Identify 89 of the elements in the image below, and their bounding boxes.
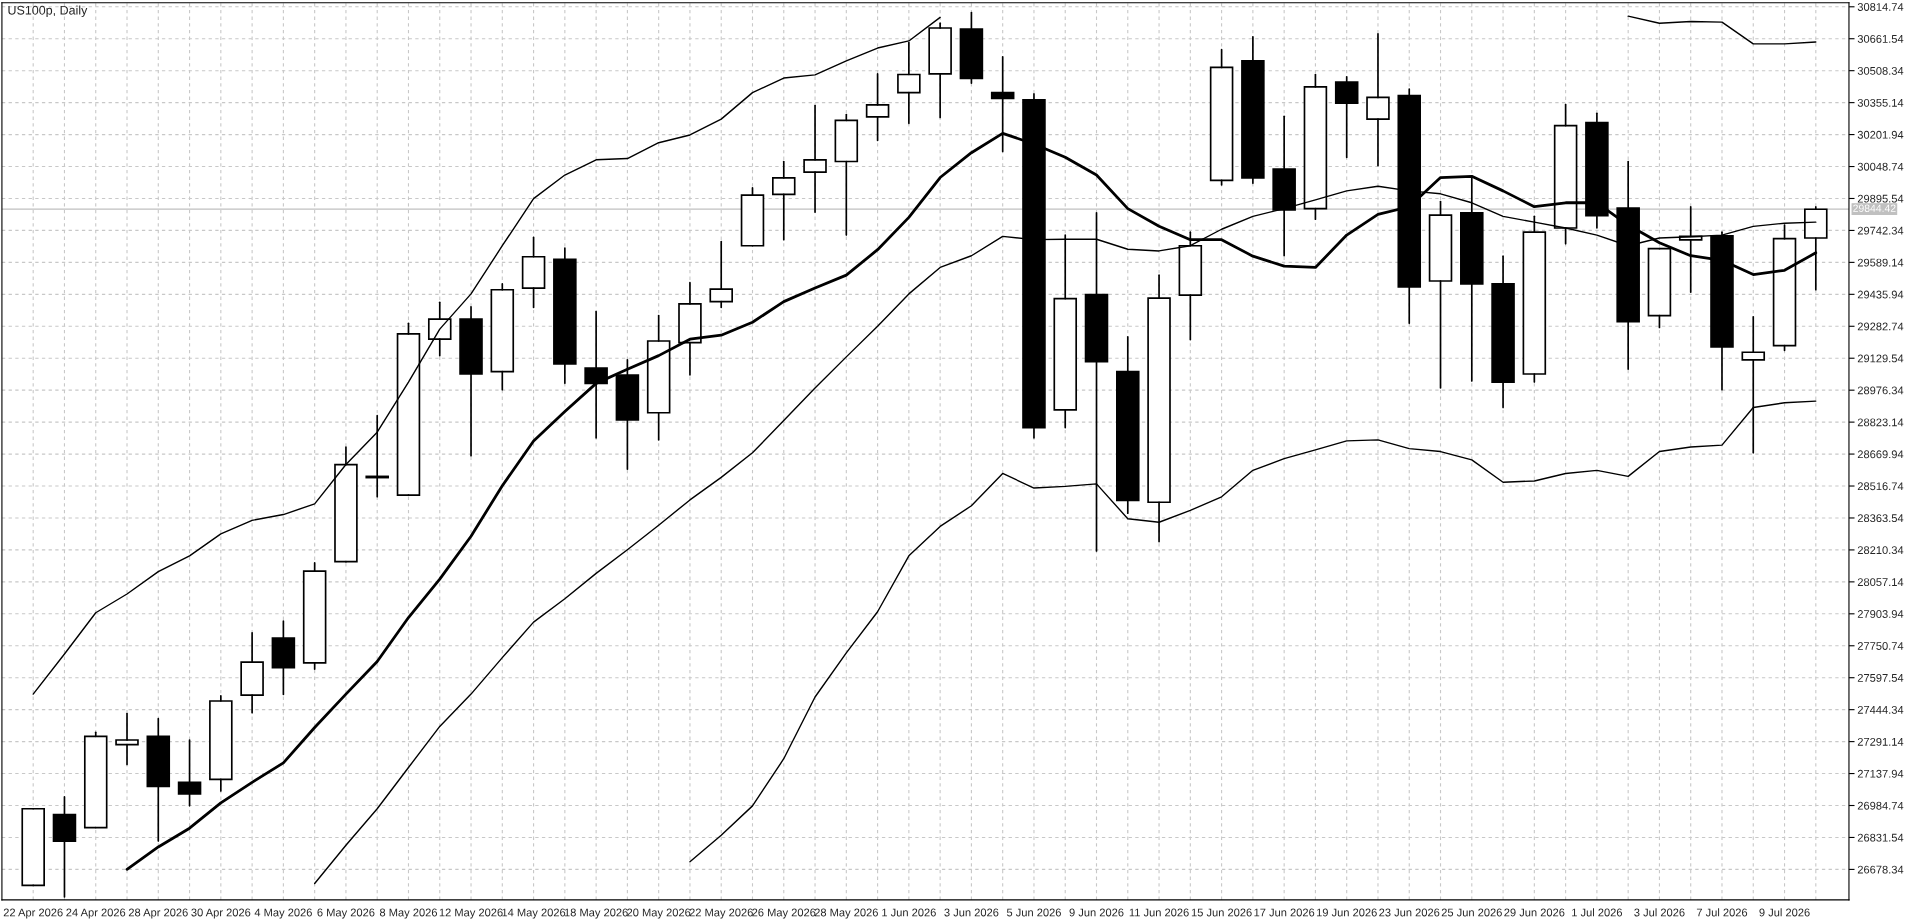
x-tick-label: 19 Jun 2026 xyxy=(1316,908,1377,917)
x-tick-label: 3 Jun 2026 xyxy=(944,908,999,917)
x-tick-label: 9 Jun 2026 xyxy=(1069,908,1124,917)
candlestick xyxy=(1116,336,1140,515)
y-tick-label: 28057.14 xyxy=(1857,578,1904,586)
candlestick xyxy=(1178,231,1203,341)
x-tick-label: 29 Jun 2026 xyxy=(1504,908,1565,917)
candlestick xyxy=(803,104,827,213)
candlestick xyxy=(928,22,952,119)
x-tick-label: 24 Apr 2026 xyxy=(66,908,126,919)
candlestick xyxy=(865,73,890,142)
y-tick-label: 27137.94 xyxy=(1857,769,1904,778)
candlestick xyxy=(897,41,921,125)
x-tick-label: 30 Apr 2026 xyxy=(191,908,251,919)
y-tick-label: 28976.34 xyxy=(1857,386,1904,395)
candlestick xyxy=(490,283,515,391)
y-tick-label: 28516.74 xyxy=(1857,482,1904,491)
candlestick xyxy=(146,717,171,842)
x-tick-label: 12 May 2026 xyxy=(439,908,503,919)
x-tick-label: 20 May 2026 xyxy=(627,908,691,919)
candlestick xyxy=(1710,231,1734,391)
x-tick-label: 6 May 2026 xyxy=(317,908,375,919)
x-tick-label: 1 Jul 2026 xyxy=(1572,908,1623,917)
candlestick xyxy=(209,694,233,792)
y-tick-label: 30814.74 xyxy=(1857,3,1904,11)
candlestick xyxy=(834,113,859,236)
candlestick xyxy=(709,240,734,309)
x-tick-label: 17 Jun 2026 xyxy=(1254,908,1315,917)
y-tick-label: 29129.54 xyxy=(1857,354,1904,363)
x-tick-label: 7 Jul 2026 xyxy=(1696,908,1748,917)
x-tick-label: 1 Jun 2026 xyxy=(882,908,936,917)
chart-title: US100p, Daily xyxy=(8,5,88,18)
y-tick-label: 30201.94 xyxy=(1857,130,1904,139)
y-tick-label: 30661.54 xyxy=(1857,35,1904,43)
x-tick-label: 18 May 2026 xyxy=(564,908,628,919)
candlestick xyxy=(584,310,608,439)
x-tick-label: 28 May 2026 xyxy=(814,908,878,919)
x-tick-label: 28 Apr 2026 xyxy=(128,908,188,919)
y-tick-label: 28669.94 xyxy=(1857,450,1904,459)
y-tick-label: 27597.54 xyxy=(1857,673,1904,682)
x-tick-label: 23 Jun 2026 xyxy=(1379,908,1440,917)
candlestick xyxy=(427,301,452,357)
x-tick-label: 26 May 2026 xyxy=(752,908,816,919)
candlestick xyxy=(1366,33,1390,167)
candlestick xyxy=(115,712,139,766)
x-tick-label: 14 May 2026 xyxy=(502,908,566,919)
x-tick-label: 11 Jun 2026 xyxy=(1129,908,1189,917)
candlestick xyxy=(1491,255,1515,409)
candlestick xyxy=(646,314,671,441)
candlestick xyxy=(83,731,108,829)
y-tick-label: 29589.14 xyxy=(1857,258,1904,267)
candlestick xyxy=(1241,35,1265,185)
candlestick xyxy=(1053,234,1078,429)
x-tick-label: 22 May 2026 xyxy=(689,908,753,919)
x-tick-label: 15 Jun 2026 xyxy=(1191,908,1252,917)
candlestick xyxy=(459,305,483,457)
y-tick-label: 27903.94 xyxy=(1857,610,1904,618)
y-tick-label: 28363.54 xyxy=(1857,514,1904,523)
y-tick-label: 27291.14 xyxy=(1857,737,1904,746)
y-tick-label: 29895.54 xyxy=(1857,194,1904,203)
candlestick xyxy=(1334,75,1359,159)
candlestick xyxy=(334,446,358,563)
y-tick-label: 26984.74 xyxy=(1857,801,1904,810)
x-tick-label: 4 May 2026 xyxy=(254,908,312,919)
x-tick-label: 5 Jun 2026 xyxy=(1006,908,1061,917)
x-tick-label: 8 May 2026 xyxy=(379,908,438,919)
y-tick-label: 28823.14 xyxy=(1857,418,1904,427)
candlestick xyxy=(678,281,702,376)
y-tick-label: 29742.34 xyxy=(1857,226,1904,235)
y-tick-label: 26831.54 xyxy=(1857,833,1904,842)
y-tick-label: 30355.14 xyxy=(1857,98,1904,107)
candlestick xyxy=(240,631,264,714)
y-tick-label: 29282.74 xyxy=(1857,322,1904,331)
candlestick xyxy=(21,807,45,887)
y-tick-label: 27444.34 xyxy=(1857,705,1904,714)
y-tick-label: 27750.74 xyxy=(1857,642,1904,650)
y-tick-label: 28210.34 xyxy=(1857,546,1904,555)
candlestick xyxy=(771,160,796,241)
x-tick-label: 9 Jul 2026 xyxy=(1759,908,1810,917)
candlestick xyxy=(521,236,546,309)
y-tick-label: 26678.34 xyxy=(1857,865,1904,874)
y-tick-label: 30048.74 xyxy=(1857,162,1904,171)
x-tick-label: 22 Apr 2026 xyxy=(3,908,63,919)
ref-line-label: 29844.42 xyxy=(1853,204,1896,212)
candlestick xyxy=(553,247,577,385)
x-tick-label: 25 Jun 2026 xyxy=(1441,908,1502,917)
y-tick-label: 30508.34 xyxy=(1857,66,1904,75)
x-tick-label: 3 Jul 2026 xyxy=(1634,908,1685,917)
y-tick-label: 29435.94 xyxy=(1857,290,1904,299)
